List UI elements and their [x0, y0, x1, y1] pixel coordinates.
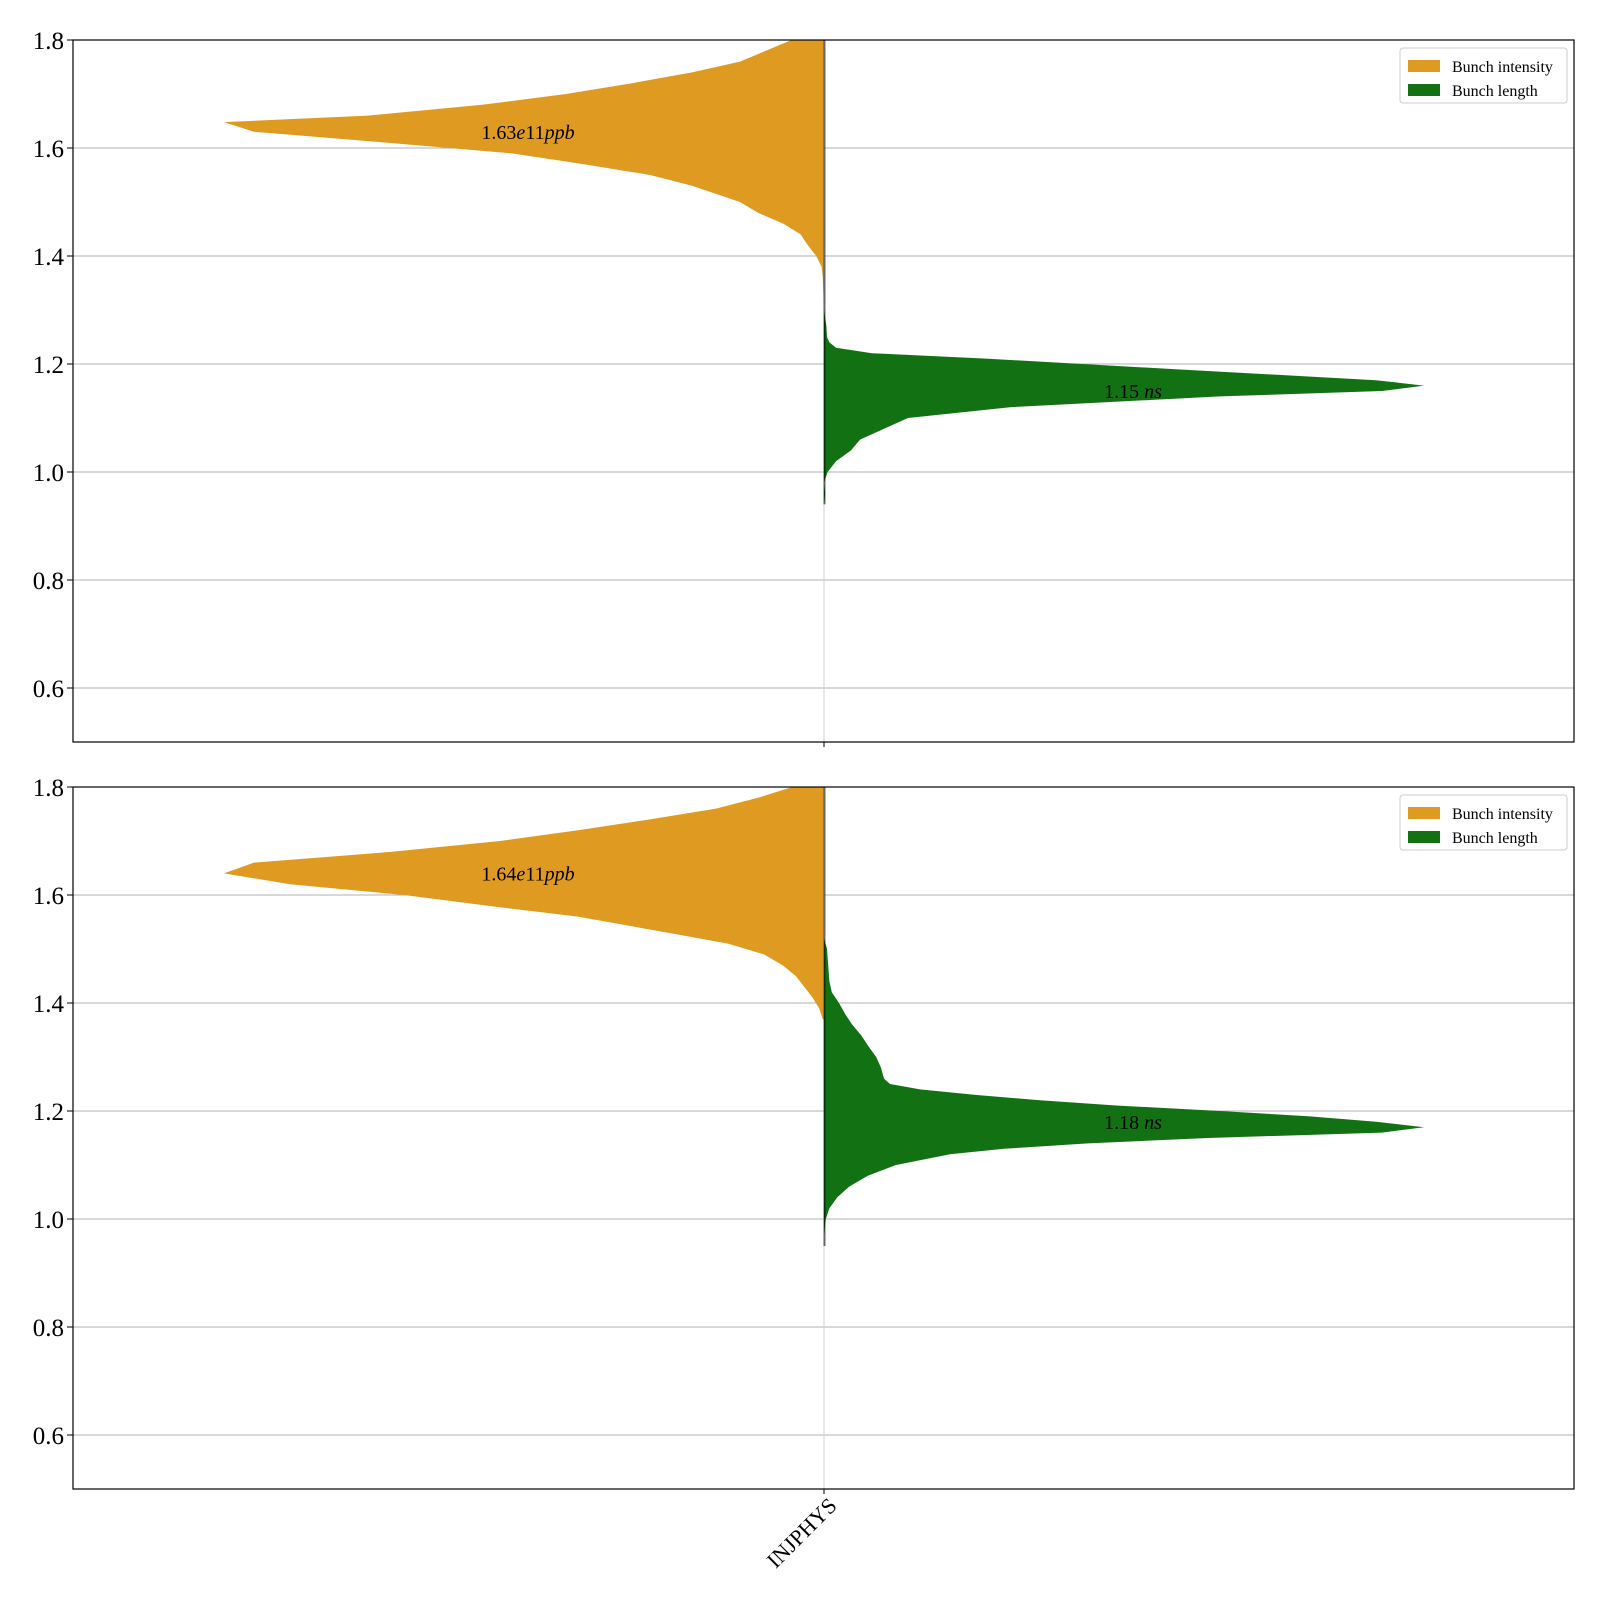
y-tick-label: 1.6: [33, 136, 64, 163]
bunch-length-annotation: 1.18 ns: [1104, 1112, 1162, 1134]
y-tick-label: 1.2: [33, 352, 64, 379]
legend-box: [1399, 794, 1568, 851]
y-tick-label: 1.0: [33, 460, 64, 487]
x-category-label: INJPHYS: [762, 1493, 842, 1573]
y-tick-label: 1.6: [33, 883, 64, 910]
legend: Bunch intensity Bunch length: [1399, 794, 1568, 851]
legend-label: Bunch intensity: [1452, 59, 1553, 76]
bunch-intensity-annotation: 1.64e11ppb: [481, 863, 574, 885]
bunch-length-violin: [824, 938, 1424, 1246]
y-tick-label: 1.8: [33, 28, 64, 55]
legend-swatch: [1408, 84, 1440, 96]
y-tick-label: 1.2: [33, 1099, 64, 1126]
y-tick-label: 0.6: [33, 676, 64, 703]
bunch-intensity-violin: [224, 787, 824, 1020]
bunch-intensity-annotation: 1.63e11ppb: [481, 122, 574, 144]
legend-label: Bunch length: [1452, 830, 1538, 847]
bunch-length-violin: [824, 310, 1424, 505]
panel-1: 0.6 0.8 1.0 1.2 1.4 1.6 1.8 1.63e11ppb 1.15 ns Bu…: [33, 28, 1575, 747]
bunch-intensity-violin: [224, 40, 824, 310]
bunch-length-annotation: 1.15 ns: [1104, 381, 1162, 403]
violins: [224, 787, 1424, 1246]
y-tick-label: 0.6: [33, 1423, 64, 1450]
legend-swatch: [1408, 60, 1440, 72]
panel-2: 0.6 0.8 1.0 1.2 1.4 1.6 1.8 1.64e11ppb 1.18 ns Bu…: [33, 775, 1575, 1494]
legend-box: [1399, 47, 1568, 104]
legend-label: Bunch length: [1452, 83, 1538, 100]
legend: Bunch intensity Bunch length: [1399, 47, 1568, 104]
violins: [224, 40, 1424, 505]
y-tick-label: 1.0: [33, 1207, 64, 1234]
legend-swatch: [1408, 831, 1440, 843]
legend-swatch: [1408, 807, 1440, 819]
y-tick-label: 0.8: [33, 568, 64, 595]
legend-label: Bunch intensity: [1452, 806, 1553, 823]
y-tick-label: 1.8: [33, 775, 64, 802]
y-tick-label: 0.8: [33, 1315, 64, 1342]
y-tick-label: 1.4: [33, 991, 65, 1018]
y-tick-label: 1.4: [33, 244, 65, 271]
